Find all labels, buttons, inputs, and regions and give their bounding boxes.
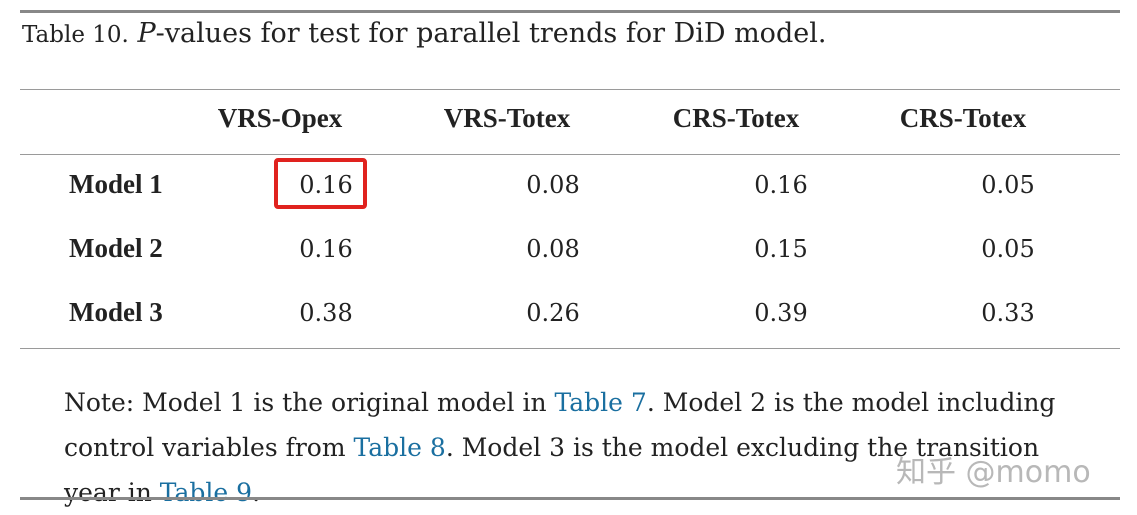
cell-model2-crs-totex-2: 0.05 <box>981 235 1035 263</box>
cell-model1-crs-totex: 0.16 <box>754 171 808 199</box>
table-bottom-rule <box>20 348 1120 349</box>
row-label-model-1: Model 1 <box>69 169 163 199</box>
cell-model2-vrs-totex: 0.08 <box>526 235 580 263</box>
caption-label: Table 10. <box>22 22 129 48</box>
cell-model3-crs-totex: 0.39 <box>754 299 808 327</box>
caption-text: -values for test for parallel trends for… <box>155 18 827 49</box>
caption-p-symbol: P <box>137 18 156 49</box>
table-top-rule <box>20 89 1120 90</box>
highlight-box <box>274 158 367 209</box>
note-text-1: Note: Model 1 is the original model in <box>64 388 555 417</box>
note-text-4: . <box>252 478 261 507</box>
note-text-2: . Model 2 is the model including control… <box>64 388 1056 462</box>
link-table-9[interactable]: Table 9 <box>159 478 253 507</box>
table-note: Note: Model 1 is the original model in T… <box>64 380 1094 515</box>
cell-model3-crs-totex-2: 0.33 <box>981 299 1035 327</box>
table-caption: Table 10. P-values for test for parallel… <box>22 18 826 49</box>
column-header-vrs-opex: VRS-Opex <box>217 103 343 133</box>
header-rule <box>20 154 1120 155</box>
link-table-8[interactable]: Table 8 <box>353 433 446 462</box>
column-header-crs-totex-2: CRS-Totex <box>899 103 1027 133</box>
cell-model1-vrs-totex: 0.08 <box>526 171 580 199</box>
column-header-vrs-totex: VRS-Totex <box>443 103 571 133</box>
cell-model3-vrs-opex: 0.38 <box>299 299 353 327</box>
cell-model3-vrs-totex: 0.26 <box>526 299 580 327</box>
link-table-7[interactable]: Table 7 <box>554 388 647 417</box>
top-rule <box>20 10 1120 13</box>
row-label-model-2: Model 2 <box>69 233 163 263</box>
note-text-3: . Model 3 is the model excluding the tra… <box>64 433 1040 507</box>
cell-model1-crs-totex-2: 0.05 <box>981 171 1035 199</box>
cell-model1-vrs-opex: 0.16 <box>299 171 353 199</box>
cell-model2-vrs-opex: 0.16 <box>299 235 353 263</box>
column-header-crs-totex: CRS-Totex <box>672 103 800 133</box>
cell-model2-crs-totex: 0.15 <box>754 235 808 263</box>
row-label-model-3: Model 3 <box>69 297 163 327</box>
bottom-rule <box>20 497 1120 500</box>
watermark: 知乎 @momo <box>896 455 1091 490</box>
